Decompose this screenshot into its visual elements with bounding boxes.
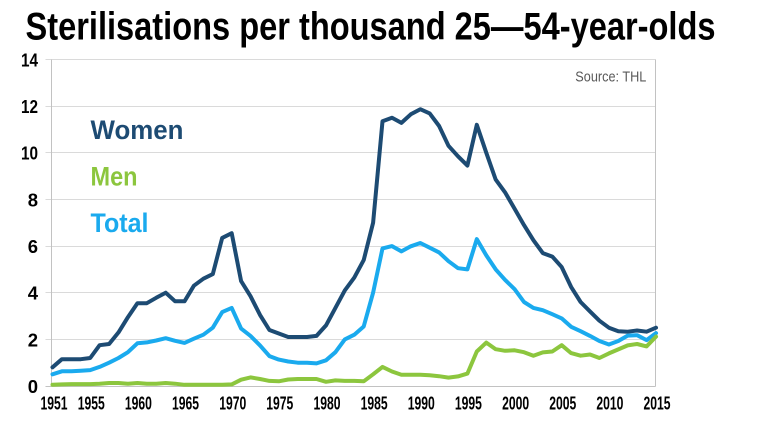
svg-text:0: 0: [28, 376, 38, 397]
svg-text:1985: 1985: [361, 393, 388, 414]
svg-text:1990: 1990: [408, 393, 435, 414]
svg-text:1960: 1960: [125, 393, 152, 414]
svg-text:1995: 1995: [455, 393, 482, 414]
svg-text:4: 4: [28, 283, 39, 304]
svg-text:1965: 1965: [172, 393, 199, 414]
svg-text:1951: 1951: [41, 393, 68, 414]
svg-text:1955: 1955: [78, 393, 105, 414]
svg-text:1980: 1980: [314, 393, 341, 414]
svg-text:Sterilisations per thousand 25: Sterilisations per thousand 25—54-year-o…: [26, 6, 716, 49]
svg-text:2000: 2000: [502, 393, 529, 414]
svg-text:Total: Total: [91, 208, 149, 238]
svg-text:2010: 2010: [596, 393, 623, 414]
svg-text:14: 14: [21, 49, 39, 70]
svg-text:12: 12: [21, 96, 38, 117]
svg-text:2: 2: [28, 329, 38, 350]
svg-text:2015: 2015: [644, 393, 671, 414]
svg-text:1970: 1970: [219, 393, 246, 414]
svg-text:8: 8: [28, 189, 38, 210]
svg-text:Source: THL: Source: THL: [575, 70, 646, 86]
svg-text:Men: Men: [91, 162, 138, 192]
svg-text:1975: 1975: [266, 393, 293, 414]
svg-text:10: 10: [21, 143, 38, 164]
svg-text:2005: 2005: [549, 393, 576, 414]
svg-text:6: 6: [28, 236, 38, 257]
svg-text:Women: Women: [91, 115, 184, 145]
